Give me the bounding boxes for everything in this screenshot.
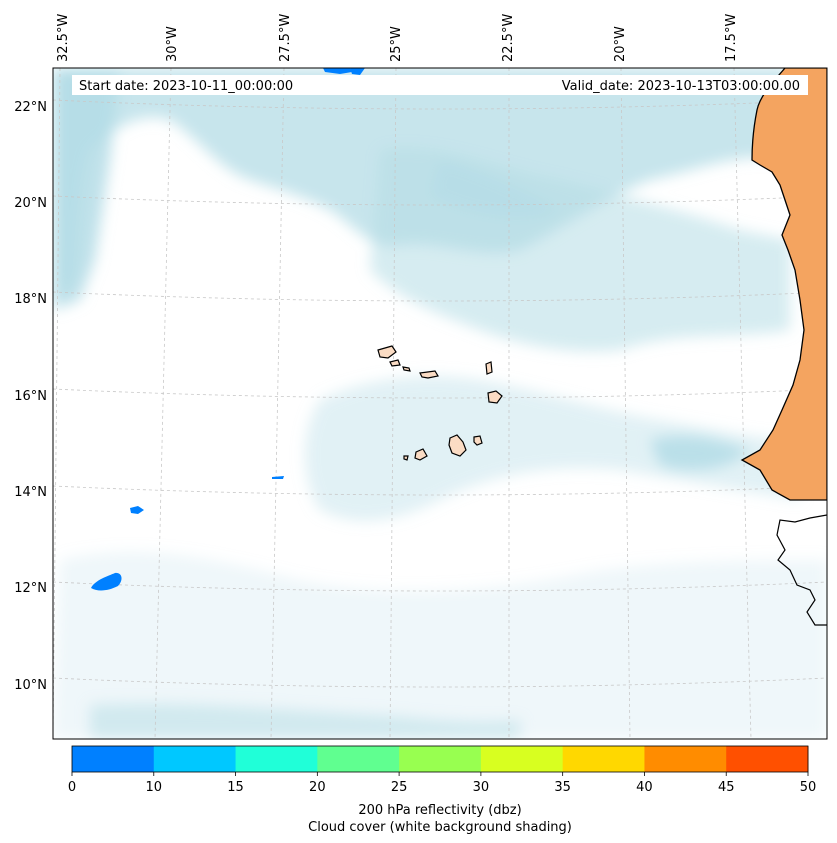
colorbar-segment [726, 746, 809, 772]
colorbar-tick-label: 40 [636, 780, 653, 795]
lon-label: 30°W [165, 26, 180, 62]
colorbar-segment [235, 746, 318, 772]
lat-label: 14°N [14, 485, 47, 500]
lon-label: 27.5°W [278, 14, 293, 62]
cape-verde-islands [377, 345, 503, 461]
longitude-labels: 32.5°W 30°W 27.5°W 25°W 22.5°W 20°W 17.5… [56, 14, 739, 62]
colorbar-tick-label: 25 [391, 780, 408, 795]
colorbar-tick-label: 20 [309, 780, 326, 795]
map-panel [52, 67, 828, 740]
colorbar-tick-label: 15 [227, 780, 244, 795]
colorbar-title: 200 hPa reflectivity (dbz) [358, 803, 521, 818]
guinea-coastline [776, 514, 827, 626]
colorbar-subtitle: Cloud cover (white background shading) [308, 820, 572, 835]
colorbar-segments [72, 746, 809, 772]
colorbar: 0 10 15 20 25 30 35 40 45 50 200 hPa reflectivity… [68, 745, 816, 835]
lat-label: 20°N [14, 196, 47, 211]
lon-label: 32.5°W [56, 14, 71, 62]
colorbar-tick-label: 45 [718, 780, 735, 795]
colorbar-tick-label: 35 [554, 780, 571, 795]
colorbar-segment [153, 746, 237, 772]
lon-label: 22.5°W [501, 14, 516, 62]
lon-label: 20°W [613, 26, 628, 62]
cloud-cover-layer [53, 68, 827, 739]
african-coastline [740, 68, 827, 626]
valid-date-text: Valid_date: 2023-10-13T03:00:00.00 [562, 79, 800, 94]
colorbar-tick-label: 10 [146, 780, 163, 795]
latitude-labels: 22°N 20°N 18°N 16°N 14°N 12°N 10°N [14, 100, 47, 693]
colorbar-tick-label: 0 [68, 780, 76, 795]
colorbar-segment [644, 746, 727, 772]
lat-label: 10°N [14, 678, 47, 693]
header-background [72, 75, 808, 95]
map-frame [52, 67, 828, 740]
lon-label: 17.5°W [724, 14, 739, 62]
gridlines [53, 68, 827, 739]
lat-label: 12°N [14, 581, 47, 596]
colorbar-segment [562, 746, 645, 772]
colorbar-segment [317, 746, 400, 772]
colorbar-segment [399, 746, 482, 772]
lat-label: 18°N [14, 292, 47, 307]
land-mass [740, 68, 827, 501]
colorbar-ticks: 0 10 15 20 25 30 35 40 45 50 [68, 772, 816, 795]
colorbar-segment [480, 746, 564, 772]
lon-label: 25°W [389, 26, 404, 62]
colorbar-frame [71, 745, 809, 773]
date-header-box: Start date: 2023-10-11_00:00:00 Valid_da… [72, 75, 808, 95]
colorbar-tick-label: 50 [800, 780, 817, 795]
colorbar-segment [72, 746, 155, 772]
start-date-text: Start date: 2023-10-11_00:00:00 [79, 79, 293, 94]
colorbar-tick-label: 30 [473, 780, 490, 795]
lat-label: 16°N [14, 389, 47, 404]
reflectivity-cells [91, 68, 365, 591]
lat-label: 22°N [14, 100, 47, 115]
